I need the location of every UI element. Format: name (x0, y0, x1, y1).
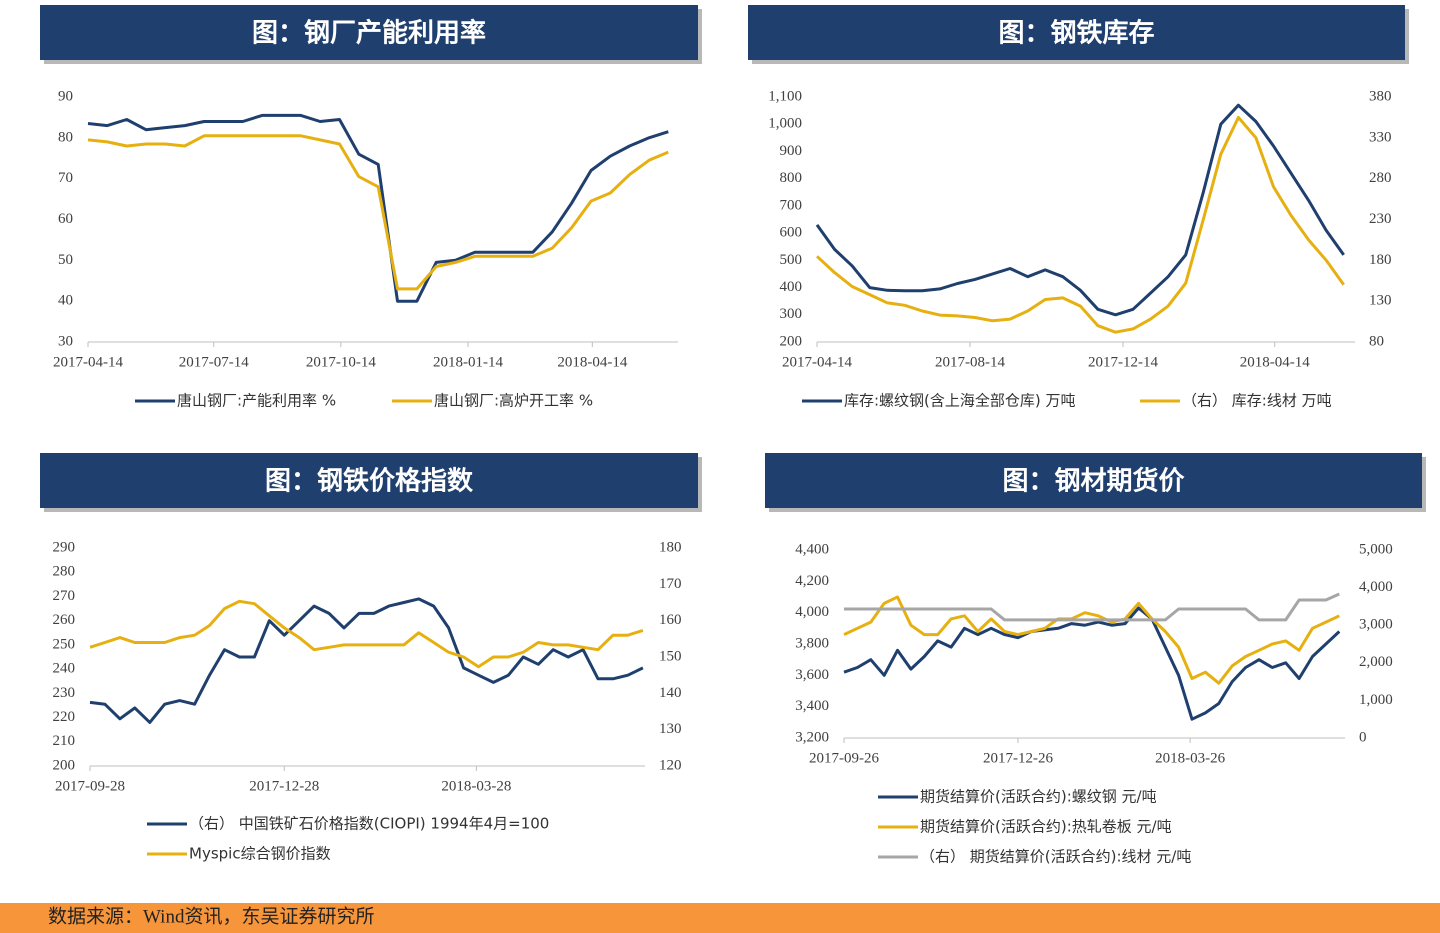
y-tick-label: 300 (780, 306, 803, 322)
y2-tick-label: 170 (659, 576, 682, 592)
header (40, 5, 698, 60)
y2-tick-label: 180 (659, 539, 682, 555)
y-tick-label: 900 (780, 143, 803, 159)
y2-tick-label: 3,000 (1359, 617, 1393, 633)
y-tick-label: 40 (58, 293, 73, 309)
y2-tick-label: 140 (659, 685, 682, 701)
series-line (87, 113, 669, 303)
y-tick-label: 220 (53, 709, 76, 725)
x-tick-label: 2017-12-14 (1088, 354, 1158, 370)
footer-bar (0, 903, 1440, 933)
y2-tick-label: 5,000 (1359, 541, 1393, 557)
chart-title: 图：钢铁库存 (998, 18, 1154, 49)
y2-tick-label: 2,000 (1359, 654, 1393, 670)
y-tick-label: 400 (780, 279, 803, 295)
y2-tick-label: 130 (1369, 293, 1392, 309)
x-tick-label: 2017-09-26 (809, 750, 879, 766)
legend-label: Myspic综合钢价指数 (189, 845, 331, 863)
series-line (844, 592, 1340, 622)
y2-tick-label: 180 (1369, 252, 1392, 268)
chart-title: 图：钢铁价格指数 (265, 466, 474, 497)
y-tick-label: 290 (53, 539, 76, 555)
y-tick-label: 240 (53, 661, 76, 677)
y2-tick-label: 230 (1369, 211, 1392, 227)
y-tick-label: 210 (53, 733, 76, 749)
legend-label: 期货结算价(活跃合约):热轧卷板 元/吨 (920, 818, 1172, 836)
x-tick-label: 2017-12-28 (249, 778, 319, 794)
y-tick-label: 4,000 (795, 604, 829, 620)
y2-tick-label: 80 (1369, 333, 1384, 349)
x-tick-label: 2017-09-28 (55, 778, 125, 794)
y2-tick-label: 120 (659, 757, 682, 773)
y2-tick-label: 380 (1369, 88, 1392, 104)
y-tick-label: 500 (780, 252, 803, 268)
y-tick-label: 1,000 (768, 116, 802, 132)
x-tick-label: 2017-08-14 (935, 354, 1005, 370)
legend-label: 库存:螺纹钢(含上海全部仓库) 万吨 (844, 392, 1076, 410)
source: 数据来源：Wind资讯，东吴证券研究所 (48, 905, 374, 927)
series-line (815, 115, 1345, 334)
y-tick-label: 3,200 (795, 729, 829, 745)
y-tick-label: 200 (780, 333, 803, 349)
series-line (87, 134, 669, 291)
y-tick-label: 3,400 (795, 698, 829, 714)
x-tick-label: 2017-07-14 (179, 354, 249, 370)
y-tick-label: 1,100 (768, 88, 802, 104)
y-tick-label: 30 (58, 333, 73, 349)
y2-tick-label: 1,000 (1359, 692, 1393, 708)
y-tick-label: 90 (58, 88, 73, 104)
x-tick-label: 2018-03-26 (1155, 750, 1225, 766)
series-line (89, 599, 644, 669)
legend-label: 期货结算价(活跃合约):螺纹钢 元/吨 (920, 788, 1157, 806)
series-line (815, 103, 1345, 317)
y-tick-label: 250 (53, 636, 76, 652)
x-tick-label: 2017-04-14 (782, 354, 852, 370)
x-tick-label: 2017-04-14 (53, 354, 123, 370)
y-tick-label: 3,600 (795, 667, 829, 683)
x-tick-label: 2017-12-26 (983, 750, 1053, 766)
legend-label: 唐山钢厂:产能利用率 % (177, 392, 336, 410)
header (40, 453, 698, 508)
y-tick-label: 700 (780, 197, 803, 213)
y-tick-label: 280 (53, 564, 76, 580)
series-line (843, 595, 1340, 685)
header (765, 453, 1422, 508)
y-tick-label: 80 (58, 129, 73, 145)
x-tick-label: 2018-04-14 (1240, 354, 1310, 370)
y-tick-label: 260 (53, 612, 76, 628)
y2-tick-label: 160 (659, 612, 682, 628)
y-tick-label: 4,200 (795, 573, 829, 589)
y2-tick-label: 150 (659, 648, 682, 664)
y-tick-label: 200 (53, 757, 76, 773)
x-tick-label: 2018-01-14 (433, 354, 503, 370)
y-tick-label: 60 (58, 211, 73, 227)
chart-title: 图：钢厂产能利用率 (252, 18, 486, 49)
legend-label: 唐山钢厂:高炉开工率 % (434, 392, 593, 410)
y2-tick-label: 280 (1369, 170, 1392, 186)
y2-tick-label: 0 (1359, 729, 1367, 745)
legend-label: （右） 期货结算价(活跃合约):线材 元/吨 (920, 848, 1191, 866)
y-tick-label: 230 (53, 685, 76, 701)
y-tick-label: 3,800 (795, 635, 829, 651)
series-line (843, 606, 1341, 721)
y-tick-label: 50 (58, 252, 73, 268)
y-tick-label: 800 (780, 170, 803, 186)
legend-label: （右） 库存:线材 万吨 (1182, 392, 1332, 410)
legend-label: （右） 中国铁矿石价格指数(CIOPI) 1994年4月=100 (189, 815, 549, 833)
series-line (89, 597, 644, 724)
y2-tick-label: 130 (659, 721, 682, 737)
y2-tick-label: 4,000 (1359, 579, 1393, 595)
chart-title: 图：钢材期货价 (1002, 466, 1185, 497)
y-tick-label: 600 (780, 225, 803, 241)
y-tick-label: 70 (58, 170, 73, 186)
y-tick-label: 4,400 (795, 541, 829, 557)
x-tick-label: 2018-04-14 (557, 354, 627, 370)
header (748, 5, 1405, 60)
x-tick-label: 2018-03-28 (441, 778, 511, 794)
y2-tick-label: 330 (1369, 129, 1392, 145)
y-tick-label: 270 (53, 588, 76, 604)
x-tick-label: 2017-10-14 (306, 354, 376, 370)
